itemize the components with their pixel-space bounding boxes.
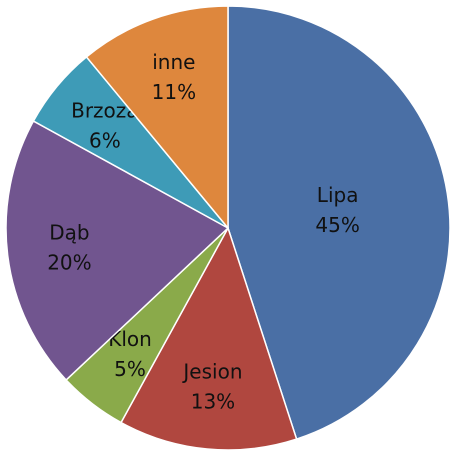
slice-label: Lipa bbox=[317, 183, 359, 207]
value-label: 20% bbox=[47, 251, 91, 275]
value-label: 5% bbox=[114, 357, 146, 381]
slice-label: inne bbox=[152, 50, 195, 74]
value-label: 11% bbox=[152, 80, 196, 104]
value-label: 45% bbox=[315, 213, 359, 237]
slice-label: Jesion bbox=[181, 360, 242, 384]
value-label: 6% bbox=[89, 129, 121, 153]
pie-slice bbox=[85, 5, 229, 231]
value-label: 13% bbox=[191, 390, 235, 414]
slice-label: Dąb bbox=[49, 221, 89, 245]
pie-slice bbox=[5, 120, 230, 382]
pie-slice bbox=[120, 226, 298, 451]
pie-slice bbox=[227, 5, 451, 441]
